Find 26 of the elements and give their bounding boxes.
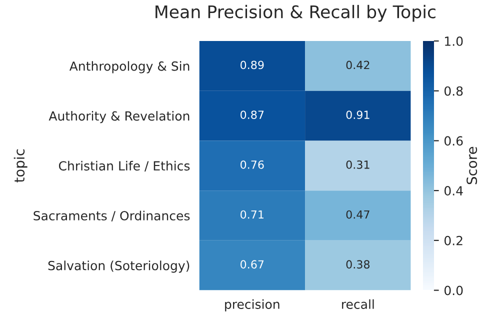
color-bar-label: 0.6 [444,136,463,146]
x-tick-label: recall [342,299,374,309]
color-bar-label: 0.4 [444,186,463,196]
data-label: 0.67 [240,260,264,269]
data-label: 0.71 [240,210,264,219]
color-bar-label: 1.0 [445,36,463,46]
y-tick-label: Anthropology & Sin [69,61,190,74]
y-axis-title: topic [14,149,28,182]
chart-title: Mean Precision & Recall by Topic [156,4,436,22]
y-tick-label: Christian Life / Ethics [58,160,190,172]
data-label: 0.87 [240,110,264,120]
y-tick-label: Salvation (Soteriology) [48,260,190,273]
data-label: 0.89 [240,60,264,70]
data-label: 0.38 [346,260,370,269]
data-label: 0.31 [346,160,370,169]
color-bar-label: 0.0 [444,286,463,296]
color-bar-label: 0.8 [444,86,463,96]
data-label: 0.42 [346,60,370,70]
data-label: 0.76 [240,160,264,169]
y-tick-label: Sacraments / Ordinances [34,210,190,222]
x-tick-label: precision [225,299,280,312]
color-bar-title: Score [466,146,478,184]
data-label: 0.47 [346,210,370,219]
data-label: 0.91 [346,110,370,120]
color-bar-label: 0.2 [444,236,462,246]
y-tick-label: Authority & Revelation [48,111,190,124]
